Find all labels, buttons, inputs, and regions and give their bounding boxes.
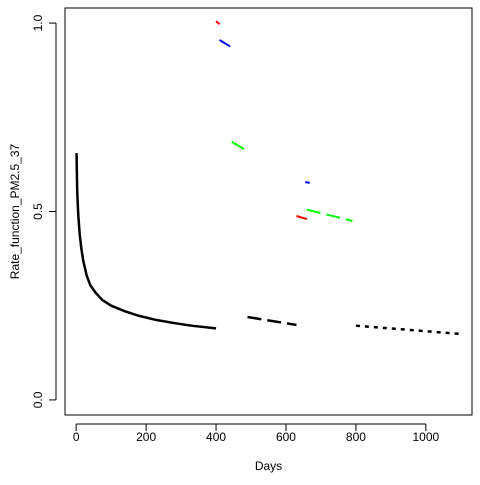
x-tick-label: 800: [346, 430, 366, 444]
series-line-3: [355, 324, 461, 336]
x-axis: 0 200 400 600 800 1000: [73, 423, 440, 444]
series-line-4: [215, 20, 221, 25]
y-tick-label: 0.5: [31, 203, 45, 220]
x-tick-label: 200: [136, 430, 156, 444]
x-tick-label: 600: [276, 430, 296, 444]
x-tick-label: 400: [206, 430, 226, 444]
series-line-8: [296, 215, 308, 221]
series-line-7: [305, 181, 310, 184]
series-line-1: [75, 153, 217, 330]
x-tick-label: 1000: [412, 430, 439, 444]
series-line-9: [306, 208, 353, 222]
series-line-6: [231, 140, 249, 153]
y-tick-label: 0.0: [31, 391, 45, 408]
x-tick-label: 0: [73, 430, 80, 444]
y-axis: 0.0 0.5 1.0: [31, 14, 57, 408]
y-tick-label: 1.0: [31, 14, 45, 31]
series-line-2: [247, 315, 297, 327]
plot-frame: [64, 7, 473, 416]
y-axis-title: Rate_function_PM2.5_37: [8, 143, 22, 279]
series-line-5: [219, 39, 231, 48]
series-layer: [75, 20, 461, 336]
x-axis-title: Days: [255, 459, 282, 473]
